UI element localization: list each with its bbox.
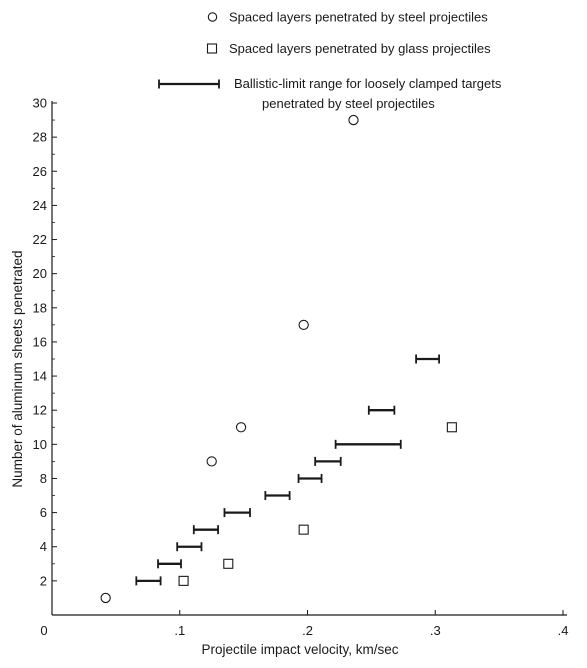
y-tick-label: 6	[40, 505, 47, 520]
y-tick-label: 8	[40, 471, 47, 486]
legend-label-range-line2: penetrated by steel projectiles	[262, 96, 435, 111]
ballistic-limit-range-bar	[264, 491, 291, 501]
square-point	[298, 524, 309, 535]
data-marks	[100, 114, 457, 604]
ballistic-limit-range-bar	[176, 542, 203, 552]
legend-label-glass: Spaced layers penetrated by glass projec…	[229, 41, 491, 56]
y-tick-label: 10	[33, 437, 47, 452]
y-axis-title: Number of aluminum sheets penetrated	[10, 250, 25, 487]
circle-point	[206, 456, 217, 467]
legend-circle-marker	[207, 12, 218, 22]
y-tick-label: 16	[33, 334, 47, 349]
ballistic-limit-range-bar	[157, 559, 182, 569]
ballistic-limit-range-bar	[334, 439, 402, 449]
y-tick-label: 20	[33, 266, 47, 281]
y-tick-label: 28	[33, 130, 47, 145]
ballistic-limit-range-bar	[314, 456, 342, 466]
y-tick-label: 26	[33, 164, 47, 179]
x-tick-label: .2	[302, 623, 313, 638]
ballistic-limit-range-bar	[415, 354, 440, 364]
ballistic-limit-range-bar	[367, 405, 396, 415]
x-tick-label: .4	[558, 623, 569, 638]
legend-range-marker	[158, 79, 220, 89]
legend: Spaced layers penetrated by steel projec…	[158, 10, 502, 111]
circle-point	[348, 114, 359, 126]
legend-label-steel: Spaced layers penetrated by steel projec…	[229, 10, 488, 25]
ballistic-limit-range-bar	[135, 576, 162, 586]
y-tick-label: 4	[40, 539, 47, 554]
square-point	[223, 558, 234, 569]
y-tick-label: 18	[33, 300, 47, 315]
circle-point	[100, 592, 111, 604]
circle-point	[298, 319, 309, 331]
y-tick-label: 30	[33, 96, 47, 111]
square-point	[446, 422, 457, 433]
ballistic-limit-range-bar	[297, 473, 323, 483]
x-tick-label: .3	[430, 623, 441, 638]
legend-square-marker	[206, 43, 218, 54]
y-tick-label: 24	[33, 198, 47, 213]
y-tick-label: 22	[33, 232, 47, 247]
circle-point	[235, 422, 247, 433]
x-tick-label: 0	[40, 623, 47, 638]
legend-item-range: Ballistic-limit range for loosely clampe…	[158, 76, 502, 111]
y-tick-label: 12	[33, 403, 47, 418]
ballistic-limit-range-bar	[192, 525, 219, 535]
y-tick-label: 14	[33, 369, 47, 384]
legend-item-steel: Spaced layers penetrated by steel projec…	[207, 10, 488, 25]
square-point	[178, 575, 189, 586]
legend-label-range-line1: Ballistic-limit range for loosely clampe…	[234, 76, 502, 91]
x-axis-title: Projectile impact velocity, km/sec	[201, 642, 398, 657]
ballistic-limit-range-bar	[223, 508, 251, 518]
legend-item-glass: Spaced layers penetrated by glass projec…	[206, 41, 491, 56]
y-tick-label: 2	[40, 573, 47, 588]
x-tick-label: .1	[174, 623, 185, 638]
